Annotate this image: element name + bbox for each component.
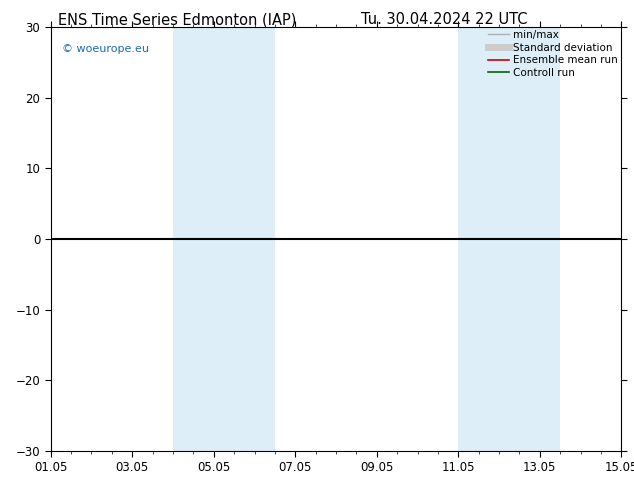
Text: © woeurope.eu: © woeurope.eu: [62, 44, 149, 54]
Text: Tu. 30.04.2024 22 UTC: Tu. 30.04.2024 22 UTC: [361, 12, 527, 27]
Bar: [173, 27, 275, 451]
Legend: min/max, Standard deviation, Ensemble mean run, Controll run: min/max, Standard deviation, Ensemble me…: [486, 28, 620, 80]
Bar: [458, 27, 560, 451]
Text: ENS Time Series Edmonton (IAP): ENS Time Series Edmonton (IAP): [58, 12, 297, 27]
